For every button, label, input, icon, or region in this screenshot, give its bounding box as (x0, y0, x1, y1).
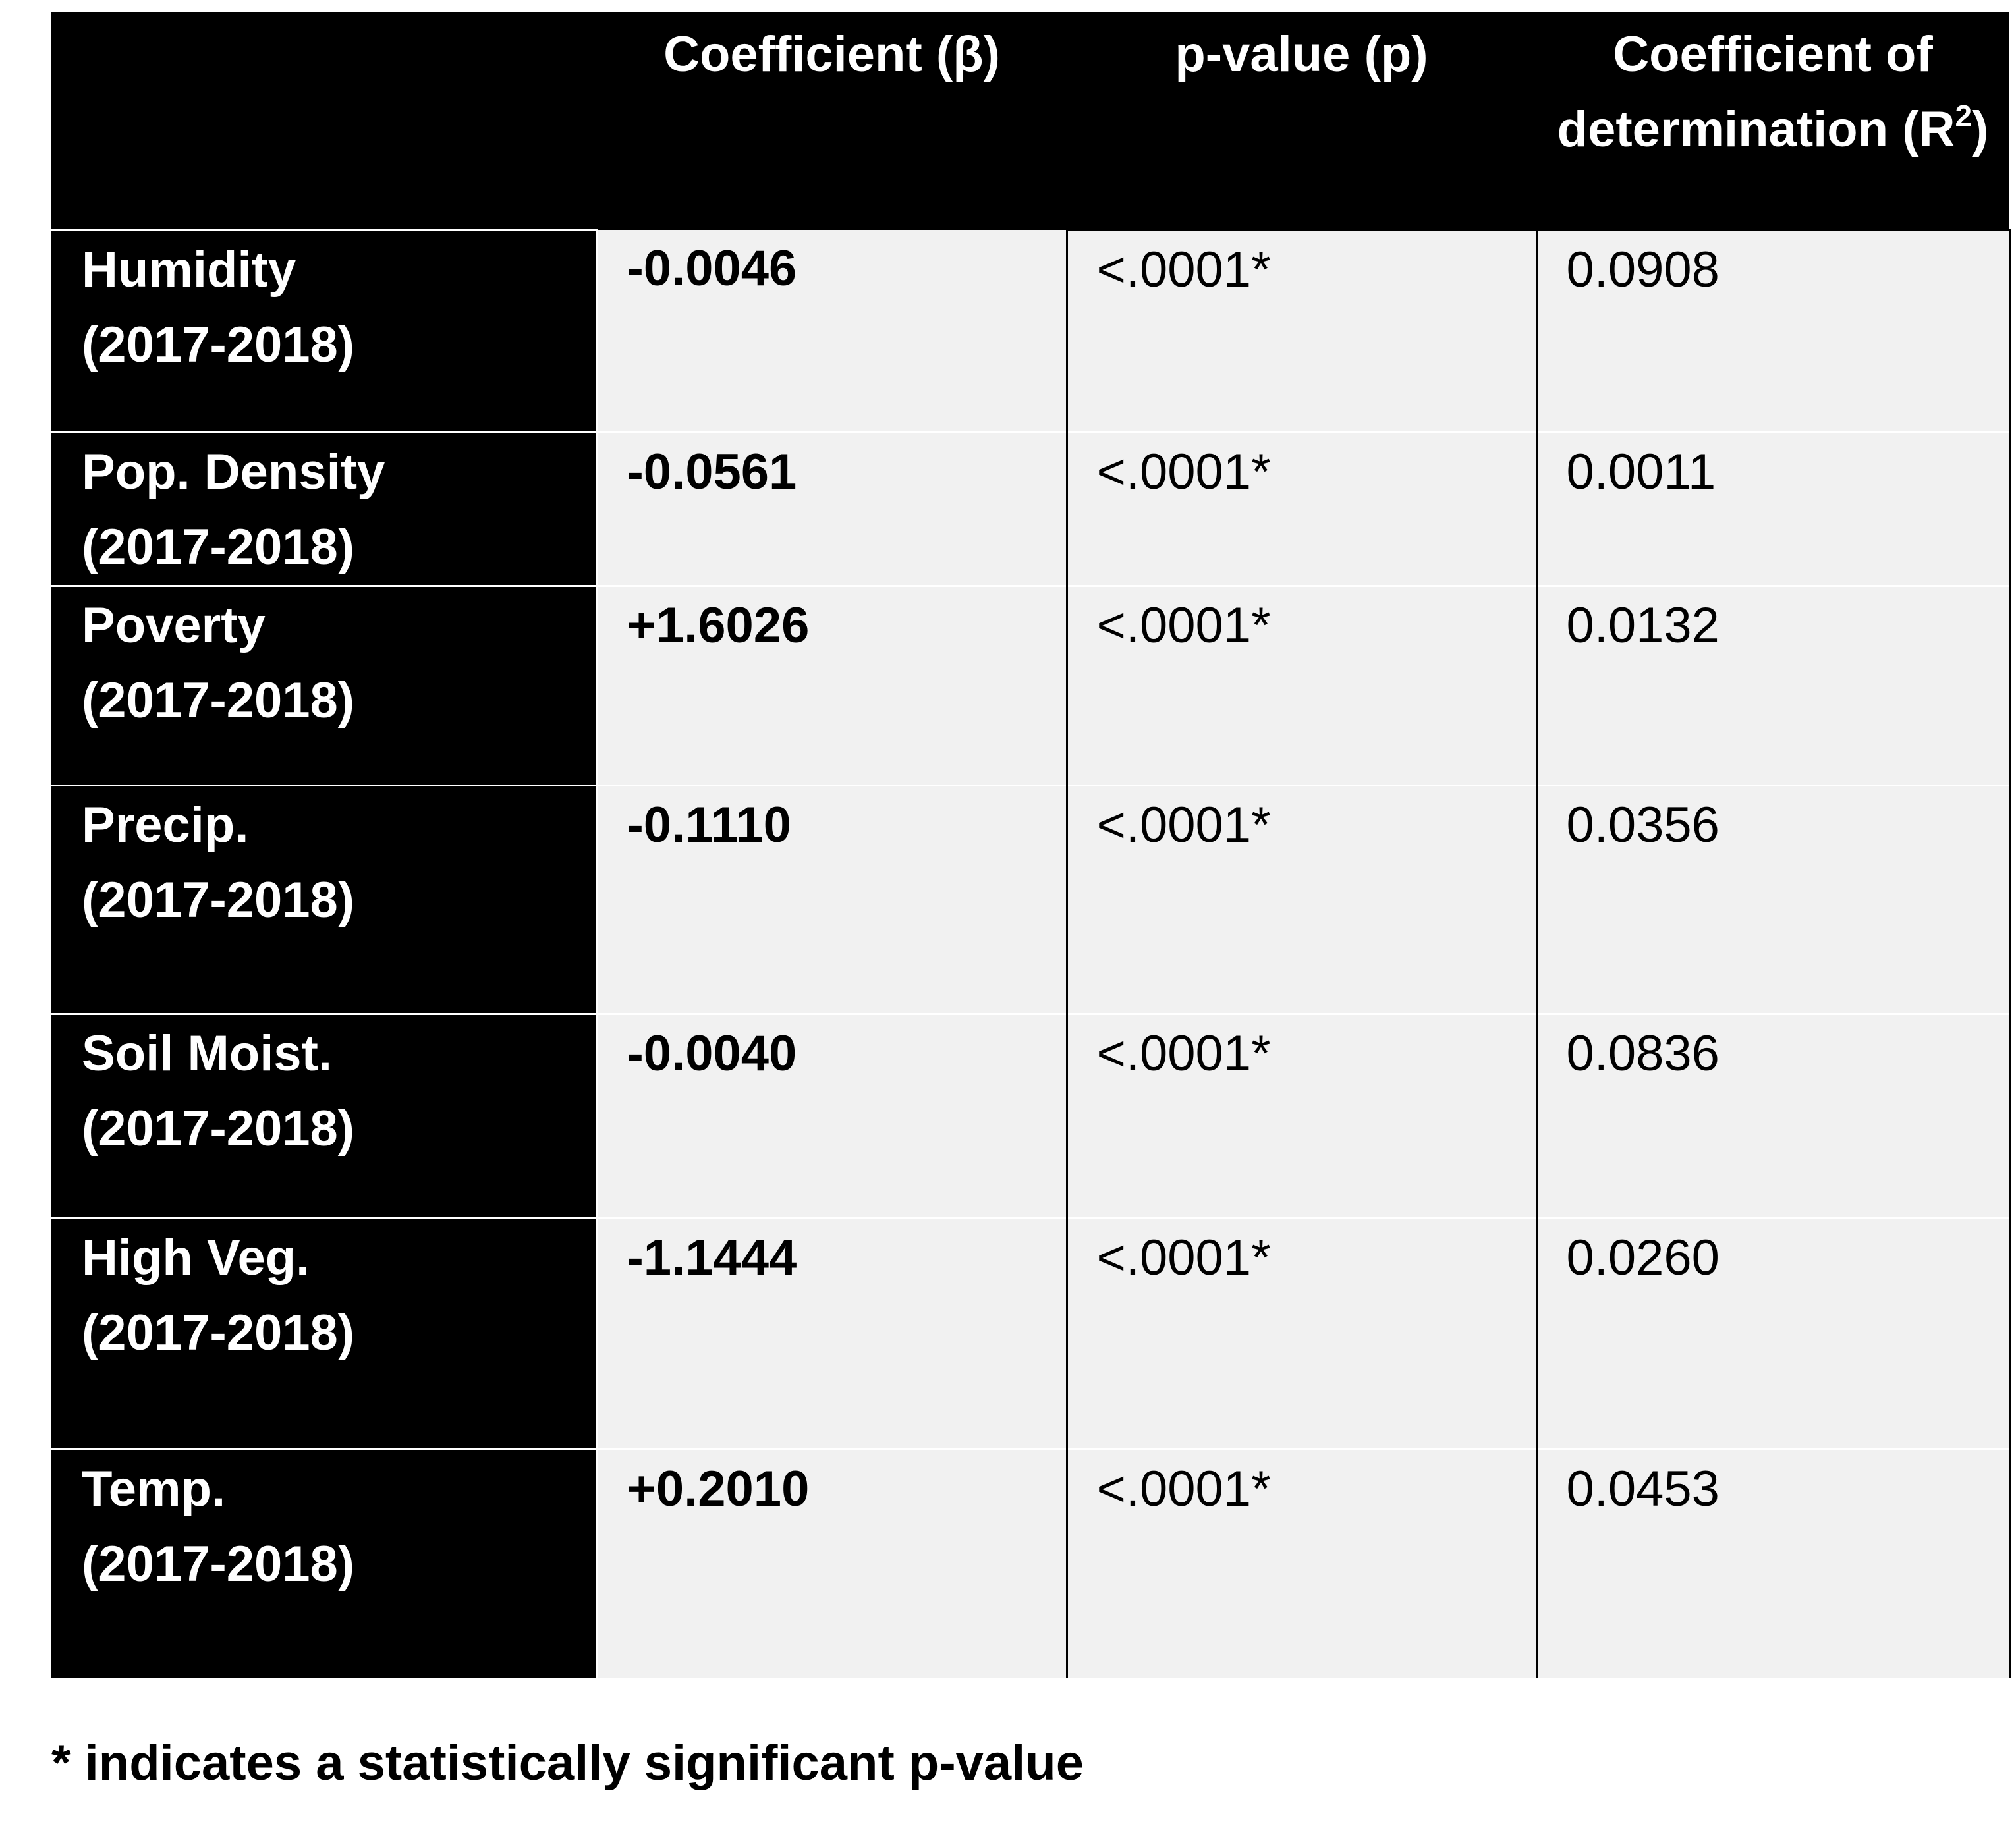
row-header-cell: Temp. (2017-2018) (51, 1448, 598, 1678)
coefficient-cell: +1.6026 (597, 584, 1067, 785)
variable-period: (2017-2018) (82, 672, 355, 729)
coefficient-cell: -0.1110 (597, 784, 1067, 1014)
row-header-cell: Pop. Density (2017-2018) (51, 431, 598, 586)
header-coefficient: Coefficient (β) (597, 12, 1067, 230)
variable-name: Soil Moist. (82, 1025, 332, 1082)
regression-table: Coefficient (β) p-value (p) Coefficient … (51, 12, 2011, 1678)
p-value-cell: <.0001* (1065, 784, 1536, 1014)
header-r-squared: Coefficient of determination (R2) (1536, 12, 2009, 230)
coefficient-cell: -0.0561 (597, 431, 1067, 586)
row-header-cell: Poverty (2017-2018) (51, 584, 598, 785)
r-squared-cell: 0.0260 (1535, 1217, 2011, 1449)
variable-name: Pop. Density (82, 443, 385, 500)
variable-name: Temp. (82, 1460, 226, 1517)
coefficient-cell: -1.1444 (597, 1217, 1067, 1449)
significance-footnote: * indicates a statistically significant … (51, 1735, 1084, 1791)
header-r-squared-label: Coefficient of determination (R (1557, 26, 1955, 157)
p-value-cell: <.0001* (1065, 1217, 1536, 1449)
row-header-cell: High Veg. (2017-2018) (51, 1217, 598, 1449)
table-row: Poverty (2017-2018) +1.6026 <.0001* 0.0132 (51, 584, 2011, 785)
row-header-cell: Humidity (2017-2018) (51, 229, 598, 432)
variable-name: Poverty (82, 597, 266, 653)
p-value-cell: <.0001* (1065, 229, 1536, 432)
row-header-cell: Soil Moist. (2017-2018) (51, 1012, 598, 1218)
p-value-cell: <.0001* (1065, 584, 1536, 785)
header-row: Coefficient (β) p-value (p) Coefficient … (51, 12, 2009, 230)
coefficient-cell: -0.0046 (597, 230, 1067, 432)
variable-period: (2017-2018) (82, 871, 355, 928)
table-row: Soil Moist. (2017-2018) -0.0040 <.0001* 0.08… (51, 1012, 2011, 1218)
table-row: High Veg. (2017-2018) -1.1444 <.0001* 0.0260 (51, 1217, 2011, 1449)
table-body: Humidity (2017-2018) -0.0046 <.0001* 0.0908 P… (51, 229, 2011, 1678)
variable-period: (2017-2018) (82, 316, 355, 373)
r-squared-cell: 0.0356 (1535, 784, 2011, 1014)
header-p-value: p-value (p) (1067, 12, 1536, 230)
p-value-cell: <.0001* (1065, 1012, 1536, 1218)
header-corner-cell (51, 12, 597, 230)
variable-period: (2017-2018) (82, 1100, 355, 1157)
coefficient-cell: +0.2010 (597, 1448, 1067, 1678)
row-header-cell: Precip. (2017-2018) (51, 784, 598, 1014)
table-row: Precip. (2017-2018) -0.1110 <.0001* 0.0356 (51, 784, 2011, 1014)
r-squared-cell: 0.0011 (1535, 431, 2011, 586)
table-row: Humidity (2017-2018) -0.0046 <.0001* 0.0908 (51, 229, 2011, 432)
r-squared-cell: 0.0132 (1535, 584, 2011, 785)
table-row: Temp. (2017-2018) +0.2010 <.0001* 0.0453 (51, 1448, 2011, 1678)
r-squared-cell: 0.0908 (1535, 229, 2011, 432)
variable-period: (2017-2018) (82, 1535, 355, 1592)
variable-name: Humidity (82, 241, 296, 298)
header-r-squared-superscript: 2 (1955, 99, 1973, 133)
p-value-cell: <.0001* (1065, 431, 1536, 586)
variable-name: High Veg. (82, 1229, 310, 1286)
table-row: Pop. Density (2017-2018) -0.0561 <.0001* 0.0… (51, 431, 2011, 586)
variable-name: Precip. (82, 796, 249, 853)
coefficient-cell: -0.0040 (597, 1012, 1067, 1218)
header-r-squared-close: ) (1972, 101, 1989, 157)
variable-period: (2017-2018) (82, 1304, 355, 1361)
r-squared-cell: 0.0836 (1535, 1012, 2011, 1218)
r-squared-cell: 0.0453 (1535, 1448, 2011, 1678)
variable-period: (2017-2018) (82, 518, 355, 575)
p-value-cell: <.0001* (1065, 1448, 1536, 1678)
